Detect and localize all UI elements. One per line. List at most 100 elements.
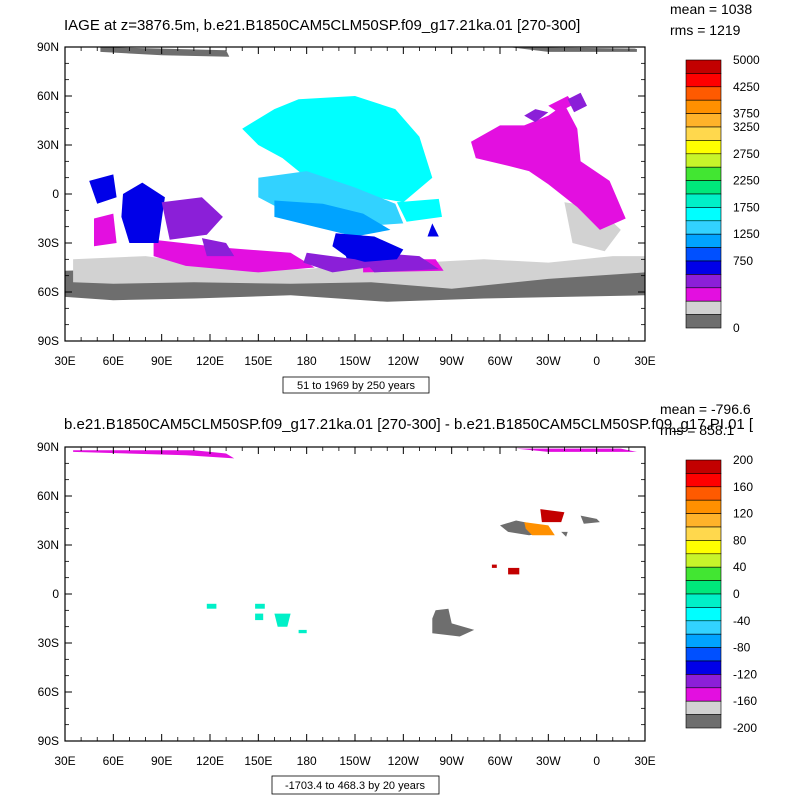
y-tick-label: 30S — [38, 636, 59, 650]
region-indian-purple — [201, 238, 235, 257]
colorbar-swatch — [685, 486, 722, 501]
x-tick-label: 180 — [297, 754, 317, 768]
region-pacific-cyan — [242, 96, 433, 203]
colorbar-label: 1250 — [733, 227, 760, 241]
panel2-mean: mean = -796.6 — [660, 401, 751, 417]
x-tick-label: 0 — [593, 754, 600, 768]
x-tick-label: 120W — [388, 354, 420, 368]
colorbar-swatch — [685, 607, 722, 622]
colorbar-label: 2250 — [733, 174, 760, 188]
region-atlantic-dark — [432, 608, 475, 637]
colorbar-label: 1750 — [733, 200, 760, 214]
colorbar-swatch — [685, 633, 722, 648]
y-tick-label: 60N — [37, 489, 59, 503]
region-atlantic-purple — [567, 92, 587, 113]
region-atlantic-purple — [524, 109, 549, 123]
colorbar-swatch — [685, 674, 722, 689]
colorbar-swatch — [685, 714, 722, 729]
colorbar-label: 40 — [733, 560, 747, 574]
panel1-map — [65, 47, 646, 341]
x-tick-label: 60W — [488, 354, 513, 368]
region-atlantic-dark — [561, 531, 568, 537]
colorbar-swatch — [685, 593, 722, 608]
colorbar-label: 2750 — [733, 147, 760, 161]
x-tick-label: 30W — [536, 754, 561, 768]
x-tick-label: 180 — [297, 354, 317, 368]
x-tick-label: 90E — [151, 754, 172, 768]
colorbar-label: 3250 — [733, 120, 760, 134]
colorbar-swatch — [685, 314, 722, 329]
colorbar-swatch — [685, 126, 722, 141]
panel2-subtitle: -1703.4 to 468.3 by 20 years — [285, 780, 426, 792]
colorbar-label: 160 — [733, 480, 753, 494]
colorbar-label: 4250 — [733, 80, 760, 94]
region-southern-light — [564, 202, 621, 252]
x-tick-label: 120E — [196, 354, 224, 368]
colorbar-label: 200 — [733, 453, 753, 467]
colorbar-swatch — [685, 553, 722, 568]
y-tick-label: 60S — [38, 685, 59, 699]
panel1-title: IAGE at z=3876.5m, b.e21.B1850CAM5CLM50S… — [64, 17, 580, 34]
x-tick-label: 150E — [244, 354, 272, 368]
panel1-subtitle-box — [282, 376, 430, 394]
colorbar-swatch — [685, 287, 722, 302]
y-tick-label: 30N — [37, 538, 59, 552]
region-atlantic-red — [491, 564, 497, 568]
region-pacific-blue — [332, 233, 404, 263]
region-indian-magenta — [94, 213, 117, 247]
colorbar-label: -40 — [733, 614, 751, 628]
panel2-title: b.e21.B1850CAM5CLM50SP.f09_g17.21ka.01 [… — [64, 416, 754, 433]
region-arctic-dark — [508, 47, 637, 52]
x-tick-label: 90W — [439, 754, 464, 768]
region-arctic-dark — [100, 47, 230, 57]
y-tick-label: 0 — [52, 587, 59, 601]
region-indian-purple — [161, 197, 223, 240]
colorbar-swatch — [685, 513, 722, 528]
colorbar-swatch — [685, 300, 722, 315]
region-pacific-patches — [255, 613, 264, 621]
colorbar-swatch — [685, 73, 722, 88]
colorbar-swatch — [685, 473, 722, 488]
x-tick-label: 150W — [339, 354, 371, 368]
colorbar-swatch — [685, 566, 722, 581]
region-pacific-mid-blue — [274, 200, 391, 237]
colorbar-label: 120 — [733, 507, 753, 521]
colorbar-label: -80 — [733, 641, 751, 655]
y-tick-label: 30N — [37, 138, 59, 152]
y-tick-label: 30S — [38, 236, 59, 250]
region-atlantic-rainbow — [524, 522, 555, 536]
panel2-rms: rms = 858.1 — [660, 422, 735, 438]
colorbar-swatch — [685, 620, 722, 635]
x-tick-label: 30E — [634, 754, 655, 768]
colorbar-swatch — [685, 180, 722, 195]
panel1-axes: 30E 60E 90E 120E 150E 180 150W 120W 90W 60W 30W 0 30… — [37, 40, 656, 368]
y-tick-label: 60S — [38, 285, 59, 299]
x-tick-label: 60E — [103, 754, 124, 768]
colorbar-swatch — [685, 207, 722, 222]
region-atlantic-red — [540, 509, 565, 523]
colorbar-swatch — [685, 166, 722, 181]
colorbar-label: -200 — [733, 721, 757, 735]
region-indian-blue — [89, 174, 117, 204]
panel2-map — [65, 447, 645, 741]
map-background — [65, 447, 645, 741]
panel1-mean: mean = 1038 — [670, 1, 752, 17]
y-tick-label: 90N — [37, 40, 59, 54]
x-tick-label: 30E — [634, 354, 655, 368]
region-pacific-patches — [298, 629, 307, 634]
region-atlantic-magenta — [471, 104, 626, 230]
x-tick-label: 90E — [151, 354, 172, 368]
x-tick-label: 120W — [388, 754, 420, 768]
region-pacific-patches — [255, 603, 265, 609]
y-tick-label: 0 — [52, 187, 59, 201]
x-tick-label: 150W — [339, 754, 371, 768]
region-pacific-patches — [274, 613, 291, 627]
region-atlantic-red — [508, 567, 520, 575]
colorbar-swatch — [685, 247, 722, 262]
x-tick-label: 150E — [244, 754, 272, 768]
panel2-subtitle-box — [271, 775, 440, 795]
colorbar-swatch — [685, 700, 722, 715]
colorbar-swatch — [685, 526, 722, 541]
colorbar-swatch — [685, 499, 722, 514]
region-southern-light — [73, 256, 646, 289]
